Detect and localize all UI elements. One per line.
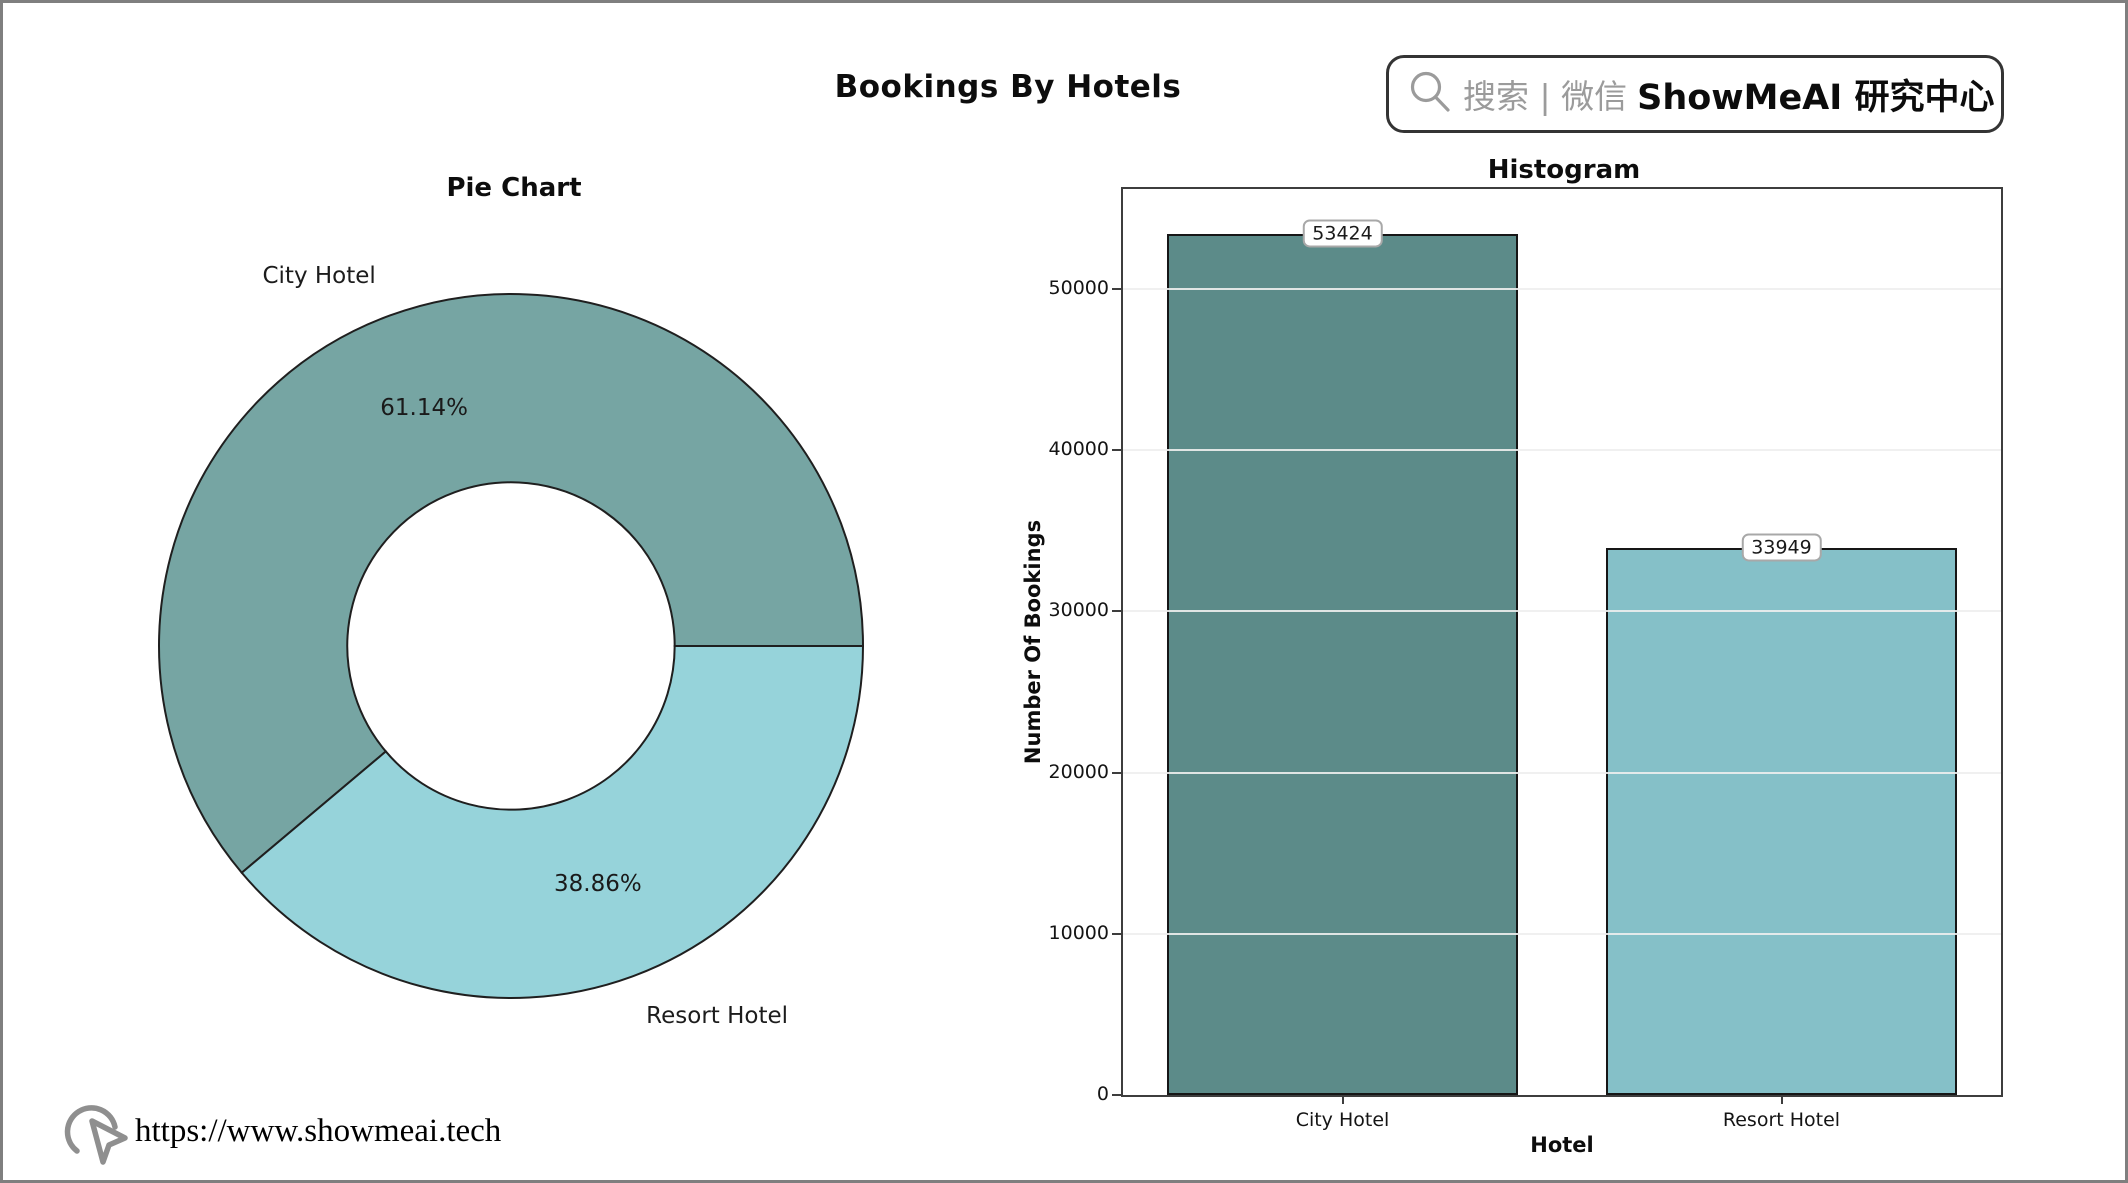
footer-url-text: https://www.showmeai.tech xyxy=(135,1113,502,1149)
histogram-plot-area: 0 10000 20000 30000 40000 50000 City Hotel Reso… xyxy=(1049,187,2003,1131)
y-tick-label: 50000 xyxy=(1048,276,1109,299)
x-tick-mark xyxy=(1341,1095,1344,1104)
y-tick-label: 30000 xyxy=(1048,599,1109,622)
y-tick-label: 20000 xyxy=(1048,760,1109,783)
pie-slice-city-hotel xyxy=(158,293,865,875)
figure-title: Bookings By Hotels xyxy=(834,69,1182,105)
pie-slice-resort-hotel xyxy=(240,645,865,999)
x-tick-label: City Hotel xyxy=(1295,1109,1390,1131)
gridline xyxy=(1123,287,2001,290)
cursor-click-icon xyxy=(61,1097,131,1171)
pie-slice-label: City Hotel xyxy=(262,262,376,289)
y-tick-label: 10000 xyxy=(1048,921,1109,944)
badge-brand-text: ShowMeAI 研究中心 xyxy=(1637,77,1995,118)
y-tick-mark xyxy=(1112,1094,1122,1096)
pie-percent-label: 61.14% xyxy=(380,394,468,421)
gridline xyxy=(1123,771,2001,774)
y-tick-mark xyxy=(1112,610,1122,613)
histogram-title: Histogram xyxy=(1487,155,1641,185)
bar-value-label: 53424 xyxy=(1302,219,1383,248)
showmeai-search-badge: 搜索 | 微信 ShowMeAI 研究中心 xyxy=(1386,55,2004,133)
x-tick-label: Resort Hotel xyxy=(1722,1109,1841,1131)
y-tick-mark xyxy=(1112,287,1122,290)
y-axis-label: Number Of Bookings xyxy=(1021,519,1045,765)
magnifier-search-icon xyxy=(1407,69,1453,119)
y-tick-mark xyxy=(1112,771,1122,774)
gridline xyxy=(1123,932,2001,935)
bar-value-label: 33949 xyxy=(1741,533,1822,562)
badge-search-text: 搜索 | 微信 xyxy=(1463,77,1628,116)
y-tick-mark xyxy=(1112,449,1122,452)
pie-chart-title: Pie Chart xyxy=(446,173,582,203)
pie-slice-label: Resort Hotel xyxy=(646,1003,789,1030)
gridline xyxy=(1123,449,2001,452)
pie-percent-label: 38.86% xyxy=(554,871,642,898)
gridline xyxy=(1123,610,2001,613)
y-tick-label: 40000 xyxy=(1048,438,1109,461)
bar-city-hotel xyxy=(1166,233,1519,1095)
y-tick-label: 0 xyxy=(1096,1083,1109,1105)
x-tick-mark xyxy=(1780,1095,1783,1104)
y-tick-mark xyxy=(1112,932,1122,935)
x-axis-label: Hotel xyxy=(1530,1133,1594,1157)
bar-resort-hotel xyxy=(1605,547,1958,1095)
